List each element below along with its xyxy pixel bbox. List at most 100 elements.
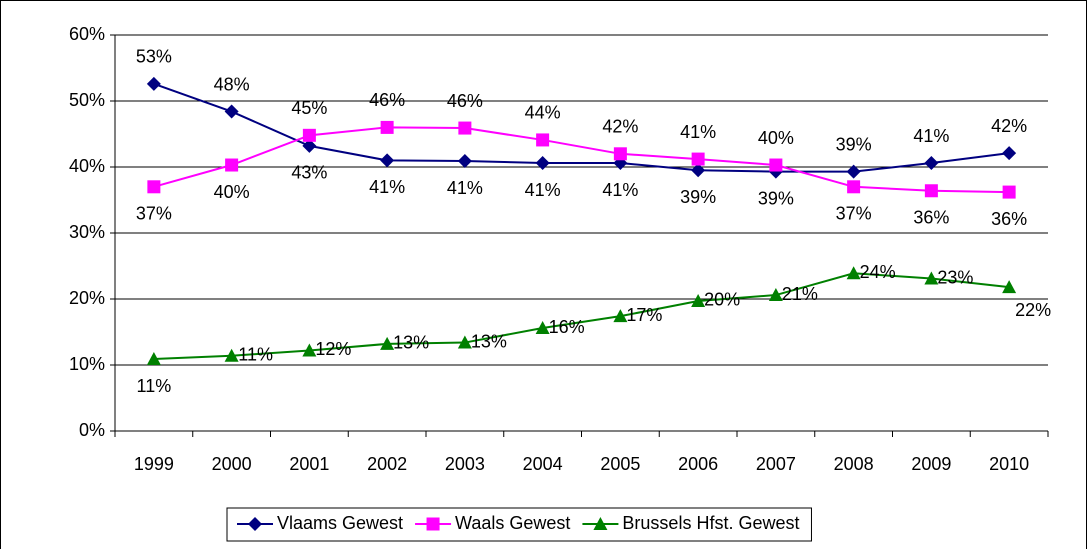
y-tick-label: 10% [69,354,105,374]
data-label: 11% [137,376,172,396]
x-tick-label: 2007 [756,454,796,474]
legend-label: Vlaams Gewest [277,513,403,533]
data-label: 20% [704,290,740,310]
data-label: 13% [393,333,429,353]
data-label: 16% [549,317,585,337]
data-label: 36% [913,208,949,228]
data-label: 42% [991,116,1027,136]
data-label: 13% [471,331,507,351]
x-tick-label: 2002 [367,454,407,474]
marker [846,164,861,179]
data-label: 21% [782,284,818,304]
data-label: 43% [291,163,327,183]
series-line [153,126,1010,194]
marker [380,336,395,350]
marker [458,121,472,135]
y-tick-label: 50% [69,90,105,110]
marker [225,158,239,172]
marker [146,76,161,91]
data-label: 53% [136,47,172,67]
marker [302,343,317,357]
data-label: 37% [836,204,872,224]
data-label: 22% [1015,300,1051,320]
data-label: 40% [758,128,794,148]
data-label: 46% [369,90,405,110]
data-label: 41% [913,126,949,146]
legend-box [226,507,812,542]
marker [924,156,939,171]
marker [924,271,939,285]
marker [146,352,161,366]
data-label: 11% [238,345,273,365]
y-tick-label: 20% [69,288,105,308]
x-tick-label: 2010 [989,454,1029,474]
data-label: 41% [602,180,638,200]
x-tick-label: 2001 [289,454,329,474]
data-label: 42% [602,117,638,137]
marker [691,152,705,166]
data-label: 41% [525,180,561,200]
y-tick-label: 60% [69,24,105,44]
legend-label: Brussels Hfst. Gewest [622,513,799,533]
marker [380,120,394,134]
data-label: 45% [291,98,327,118]
marker [613,147,627,161]
marker [1002,146,1017,161]
data-label: 39% [680,187,716,207]
data-label: 41% [680,122,716,142]
data-label: 40% [214,182,250,202]
data-label: 37% [136,204,172,224]
x-tick-label: 2004 [523,454,563,474]
data-label: 12% [315,339,351,359]
x-tick-label: 1999 [134,454,174,474]
marker [593,517,608,530]
data-label: 39% [836,134,872,154]
x-tick-label: 2006 [678,454,718,474]
data-label: 23% [937,267,973,287]
y-tick-label: 0% [79,420,105,440]
x-tick-label: 2003 [445,454,485,474]
marker [691,163,706,178]
data-label: 48% [214,74,250,94]
marker [302,138,317,153]
marker [248,517,262,531]
data-label: 44% [525,103,561,123]
x-tick-label: 2008 [834,454,874,474]
marker [457,154,472,169]
data-label: 36% [991,209,1027,229]
marker [535,321,550,335]
marker [769,158,783,172]
legend: Vlaams Gewest Waals Gewest Brussels Hfst. … [226,507,812,542]
marker [924,184,938,198]
series-line [153,272,1010,361]
marker [147,180,161,194]
marker [846,266,861,280]
marker [613,309,628,323]
marker [224,348,239,362]
data-label: 24% [860,262,896,282]
data-label: 41% [447,178,483,198]
x-tick-label: 2000 [212,454,252,474]
marker [1002,185,1016,199]
marker [380,153,395,168]
marker [768,288,783,302]
marker [847,180,861,194]
marker [426,517,440,531]
marker [457,335,472,349]
marker [1002,280,1017,294]
data-label: 46% [447,91,483,111]
y-tick-label: 40% [69,156,105,176]
marker [224,104,239,119]
data-label: 39% [758,188,794,208]
data-label: 17% [626,305,662,325]
marker [535,156,550,171]
x-tick-label: 2005 [600,454,640,474]
x-tick-label: 2009 [911,454,951,474]
marker [536,133,550,147]
legend-label: Waals Gewest [455,513,570,533]
y-tick-label: 30% [69,222,105,242]
data-label: 41% [369,177,405,197]
marker [302,128,316,142]
marker [691,293,706,307]
